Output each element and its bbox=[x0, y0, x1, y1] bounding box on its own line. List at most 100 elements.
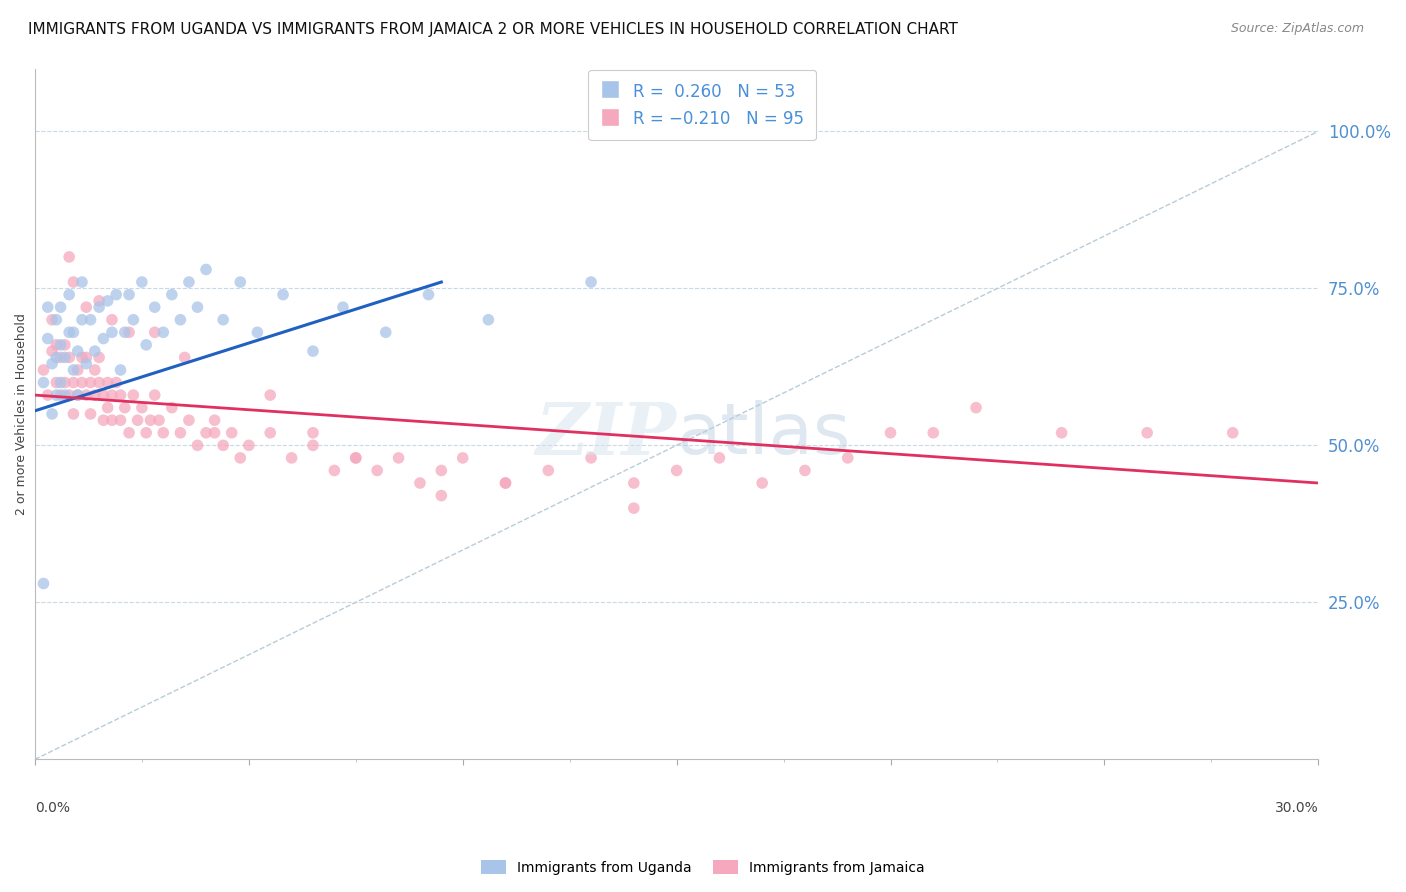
Point bbox=[97, 401, 120, 415]
Point bbox=[101, 388, 124, 402]
Point bbox=[58, 388, 80, 402]
Point bbox=[135, 338, 157, 352]
Point bbox=[152, 326, 174, 340]
Point bbox=[32, 576, 55, 591]
Point bbox=[344, 450, 367, 465]
Point bbox=[41, 312, 63, 326]
Point bbox=[186, 300, 208, 314]
Point bbox=[879, 425, 901, 440]
Text: ZIP: ZIP bbox=[536, 399, 676, 470]
Point bbox=[62, 363, 84, 377]
Point bbox=[62, 376, 84, 390]
Point bbox=[37, 332, 59, 346]
Point bbox=[114, 401, 136, 415]
Point bbox=[45, 376, 67, 390]
Point bbox=[87, 300, 110, 314]
Point bbox=[58, 326, 80, 340]
Point bbox=[204, 425, 226, 440]
Point bbox=[75, 357, 97, 371]
Point bbox=[97, 293, 120, 308]
Text: 30.0%: 30.0% bbox=[1274, 801, 1319, 814]
Point bbox=[66, 363, 89, 377]
Point bbox=[173, 351, 195, 365]
Point bbox=[139, 413, 162, 427]
Point bbox=[101, 413, 124, 427]
Point bbox=[75, 300, 97, 314]
Point bbox=[186, 438, 208, 452]
Point bbox=[143, 388, 166, 402]
Point bbox=[62, 407, 84, 421]
Point bbox=[418, 287, 440, 301]
Point bbox=[49, 351, 72, 365]
Point bbox=[131, 401, 153, 415]
Point bbox=[259, 388, 281, 402]
Point bbox=[66, 388, 89, 402]
Point bbox=[45, 338, 67, 352]
Point bbox=[152, 425, 174, 440]
Point bbox=[62, 326, 84, 340]
Point bbox=[177, 413, 200, 427]
Point bbox=[579, 275, 602, 289]
Point bbox=[114, 326, 136, 340]
Point bbox=[246, 326, 269, 340]
Point bbox=[70, 376, 93, 390]
Point bbox=[53, 338, 76, 352]
Point bbox=[302, 425, 325, 440]
Point bbox=[837, 450, 859, 465]
Point bbox=[83, 388, 105, 402]
Point bbox=[122, 388, 145, 402]
Point bbox=[451, 450, 474, 465]
Point bbox=[212, 312, 235, 326]
Point bbox=[58, 250, 80, 264]
Point bbox=[37, 300, 59, 314]
Point bbox=[751, 475, 773, 490]
Text: Source: ZipAtlas.com: Source: ZipAtlas.com bbox=[1230, 22, 1364, 36]
Point bbox=[45, 388, 67, 402]
Point bbox=[229, 275, 252, 289]
Point bbox=[1222, 425, 1244, 440]
Point bbox=[195, 262, 218, 277]
Point bbox=[53, 376, 76, 390]
Point bbox=[374, 326, 396, 340]
Point bbox=[332, 300, 354, 314]
Point bbox=[75, 388, 97, 402]
Point bbox=[49, 376, 72, 390]
Point bbox=[45, 312, 67, 326]
Point bbox=[83, 344, 105, 359]
Point bbox=[143, 326, 166, 340]
Point bbox=[105, 287, 128, 301]
Point bbox=[709, 450, 731, 465]
Point bbox=[49, 388, 72, 402]
Point bbox=[794, 463, 817, 477]
Text: atlas: atlas bbox=[676, 401, 851, 469]
Point bbox=[41, 357, 63, 371]
Point bbox=[127, 413, 149, 427]
Point bbox=[212, 438, 235, 452]
Point bbox=[302, 438, 325, 452]
Point bbox=[79, 376, 101, 390]
Point bbox=[62, 275, 84, 289]
Point bbox=[495, 475, 517, 490]
Point bbox=[1050, 425, 1073, 440]
Point bbox=[122, 312, 145, 326]
Point bbox=[101, 326, 124, 340]
Point bbox=[58, 351, 80, 365]
Point bbox=[177, 275, 200, 289]
Text: 0.0%: 0.0% bbox=[35, 801, 70, 814]
Point bbox=[965, 401, 987, 415]
Point bbox=[143, 300, 166, 314]
Y-axis label: 2 or more Vehicles in Household: 2 or more Vehicles in Household bbox=[15, 313, 28, 515]
Point bbox=[302, 344, 325, 359]
Point bbox=[387, 450, 409, 465]
Point bbox=[105, 376, 128, 390]
Point bbox=[66, 388, 89, 402]
Point bbox=[49, 300, 72, 314]
Point bbox=[41, 407, 63, 421]
Point bbox=[37, 388, 59, 402]
Point bbox=[195, 425, 218, 440]
Point bbox=[70, 275, 93, 289]
Point bbox=[344, 450, 367, 465]
Point bbox=[41, 344, 63, 359]
Point bbox=[430, 489, 453, 503]
Point bbox=[32, 363, 55, 377]
